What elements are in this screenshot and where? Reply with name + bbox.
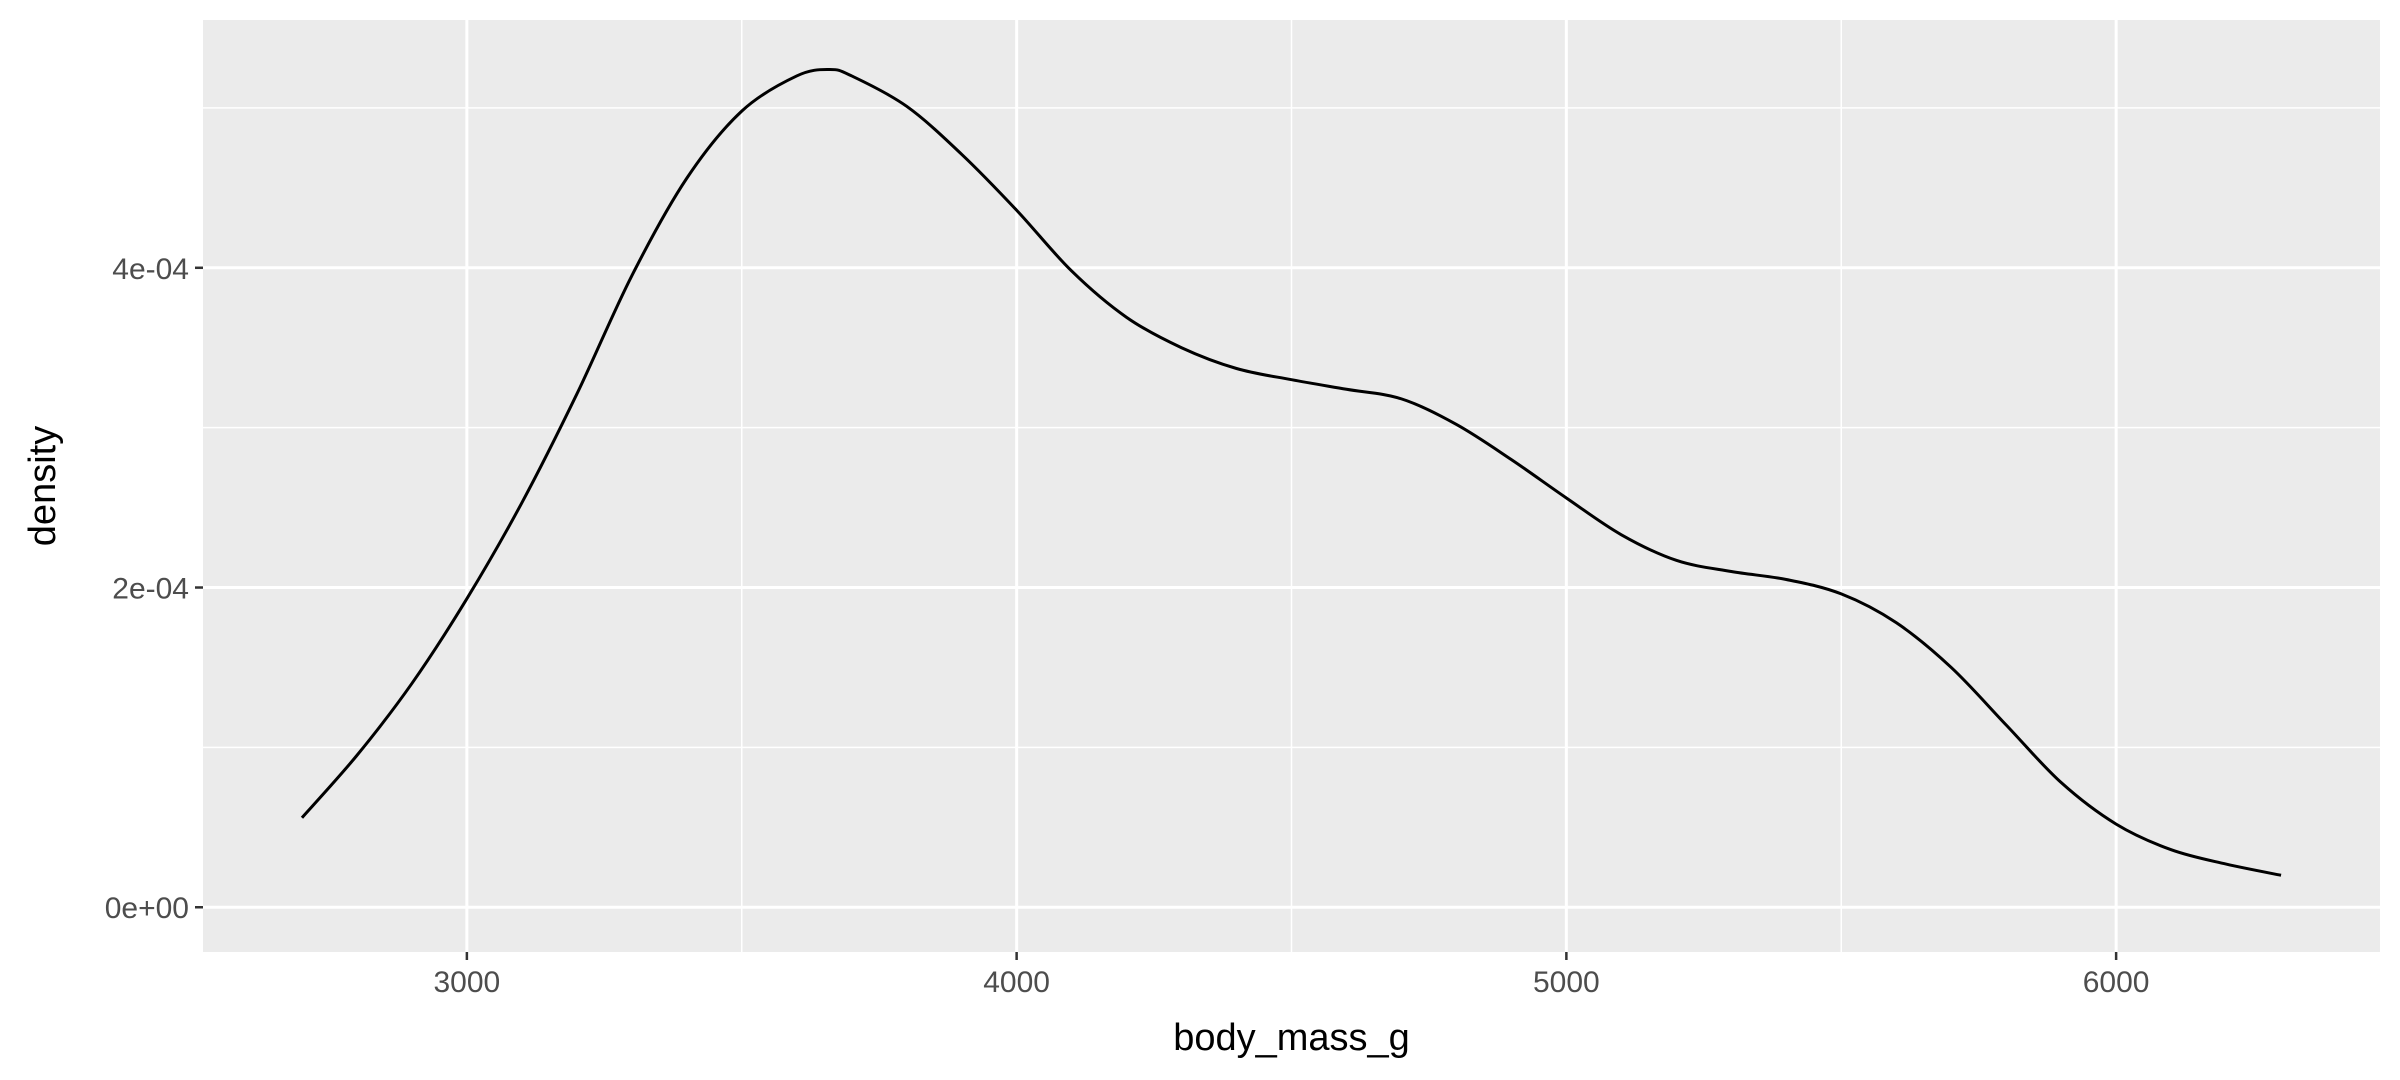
x-tick-label: 5000 xyxy=(1533,966,1600,999)
y-tick-label: 2e-04 xyxy=(112,573,189,606)
x-axis-title: body_mass_g xyxy=(1173,1017,1410,1059)
y-tick-label: 4e-04 xyxy=(112,253,189,286)
minor-gridlines xyxy=(203,20,2380,952)
y-axis: 0e+00 2e-04 4e-04 xyxy=(105,253,203,925)
density-curve xyxy=(300,68,2282,877)
x-tick-label: 6000 xyxy=(2083,966,2150,999)
x-tick-label: 3000 xyxy=(434,966,501,999)
y-axis-title: density xyxy=(22,426,64,546)
y-tick-label: 0e+00 xyxy=(105,892,189,925)
major-gridlines xyxy=(203,20,2380,952)
x-axis: 3000 4000 5000 6000 xyxy=(434,952,2150,999)
x-tick-label: 4000 xyxy=(983,966,1050,999)
